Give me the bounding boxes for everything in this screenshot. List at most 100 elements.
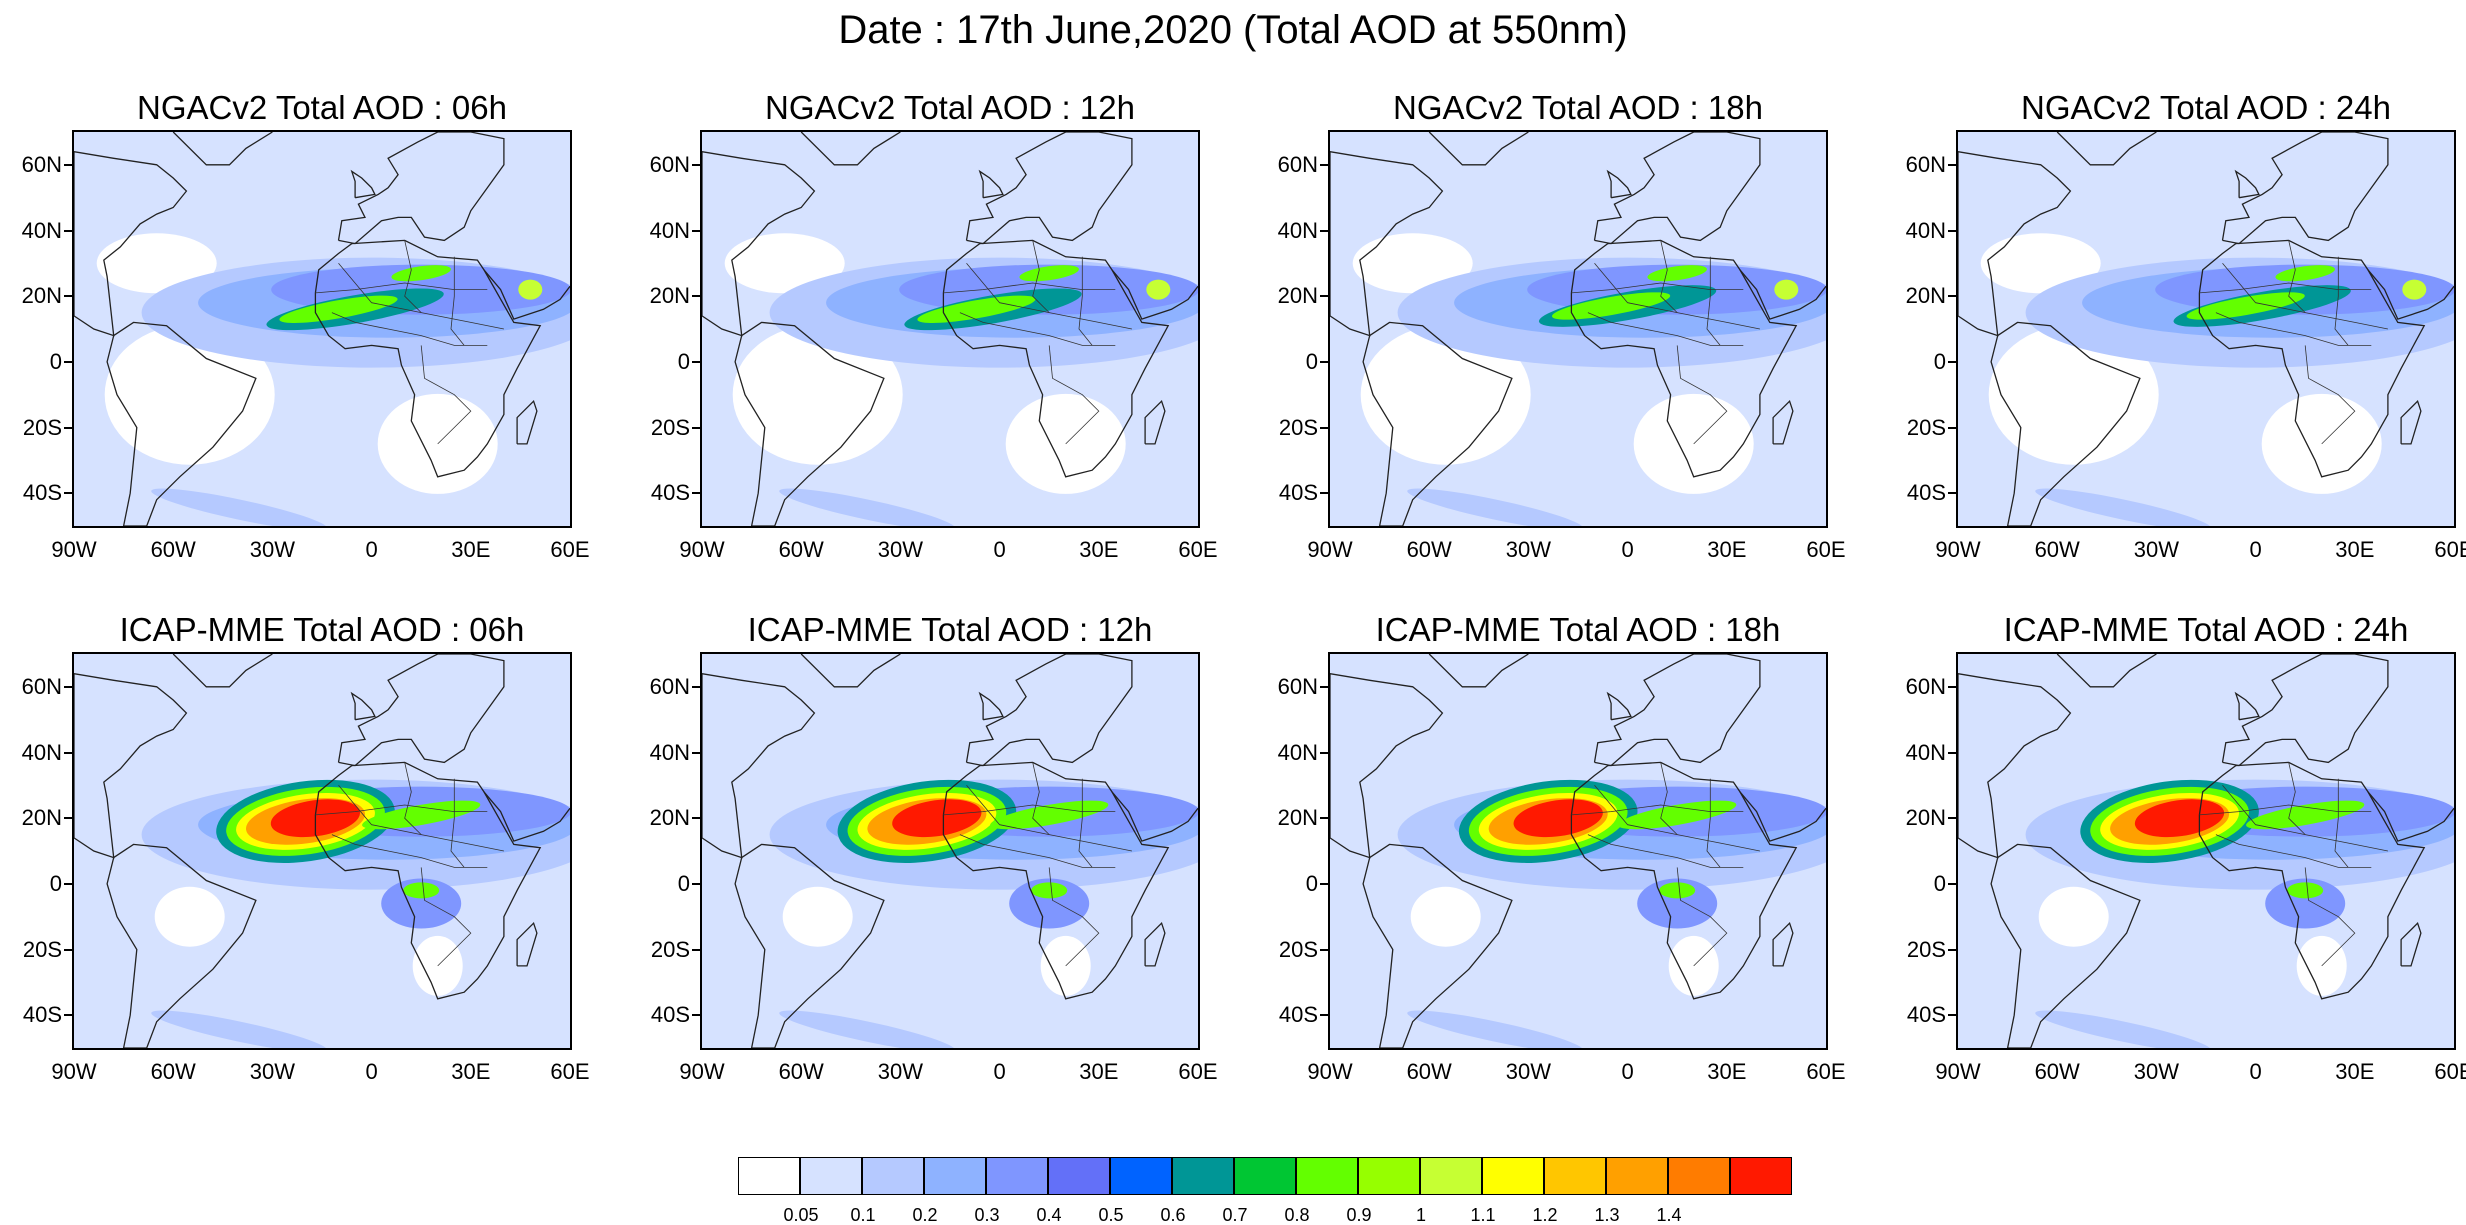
country-border bbox=[1032, 240, 1050, 313]
latitude-tick-label: 40N bbox=[649, 217, 690, 243]
colorbar-label: 1.4 bbox=[1656, 1205, 1682, 1225]
aod-contour bbox=[990, 800, 1109, 830]
longitude-tick-label: 60W bbox=[1406, 1059, 1452, 1084]
coastline bbox=[1330, 673, 1444, 859]
coastline bbox=[2221, 132, 2389, 245]
aod-contour bbox=[2402, 279, 2427, 300]
coastline bbox=[2400, 400, 2422, 445]
colorbar-swatch bbox=[862, 1157, 924, 1195]
aod-field bbox=[702, 654, 1198, 1048]
longitude-tick-label: 30W bbox=[2133, 1059, 2180, 1084]
longitude-tick-label: 30W bbox=[2133, 537, 2180, 562]
coastline bbox=[1772, 400, 1794, 445]
aod-contour bbox=[381, 878, 462, 929]
latitude-tick bbox=[1320, 426, 1328, 429]
latitude-tick bbox=[64, 360, 72, 363]
aod-map bbox=[1956, 130, 2456, 528]
latitude-tick bbox=[1948, 163, 1956, 166]
aod-contour bbox=[892, 799, 982, 838]
aod-contour bbox=[151, 1010, 328, 1048]
longitude-tick-label: 60E bbox=[1806, 537, 1846, 562]
country-border bbox=[2199, 282, 2372, 294]
longitude-tick-label: 0 bbox=[365, 1059, 378, 1084]
latitude-tick bbox=[692, 751, 700, 754]
latitude-tick bbox=[1948, 817, 1956, 820]
panel-title: ICAP-MME Total AOD : 18h bbox=[1375, 611, 1781, 648]
colorbar-label: 0.3 bbox=[974, 1205, 1000, 1225]
country-border bbox=[1706, 778, 1721, 868]
coastline bbox=[2198, 761, 2426, 1000]
latitude-tick bbox=[64, 1014, 72, 1017]
aod-contour bbox=[1407, 488, 1584, 526]
longitude-tick-label: 60W bbox=[778, 537, 824, 562]
coastline bbox=[965, 654, 1133, 767]
longitude-tick-label: 60E bbox=[550, 1059, 590, 1084]
longitude-tick-label: 60E bbox=[2434, 1059, 2466, 1084]
longitude-tick-label: 0 bbox=[993, 1059, 1006, 1084]
aod-map bbox=[72, 130, 572, 528]
latitude-tick bbox=[1320, 1014, 1328, 1017]
colorbar-label: 0.8 bbox=[1284, 1205, 1310, 1225]
latitude-tick-label: 60N bbox=[649, 673, 690, 699]
coastline bbox=[106, 843, 257, 1048]
panel-title: ICAP-MME Total AOD : 24h bbox=[2003, 611, 2409, 648]
coastline bbox=[2056, 132, 2157, 166]
coastline bbox=[1739, 791, 1826, 842]
colorbar-label: 1.2 bbox=[1532, 1205, 1558, 1225]
country-border bbox=[1660, 762, 1678, 835]
coastline bbox=[1606, 169, 1632, 199]
coastline bbox=[483, 269, 570, 320]
latitude-tick-label: 60N bbox=[21, 673, 62, 699]
aod-map bbox=[1328, 130, 1828, 528]
aod-contour bbox=[779, 1010, 956, 1048]
latitude-tick bbox=[64, 948, 72, 951]
longitude-tick-label: 30E bbox=[1079, 1059, 1119, 1084]
latitude-tick-label: 40S bbox=[1906, 480, 1946, 506]
latitude-tick-label: 20N bbox=[1905, 805, 1946, 831]
aod-contour bbox=[1659, 882, 1696, 899]
coastline bbox=[1593, 654, 1761, 767]
longitude-tick-label: 0 bbox=[1621, 1059, 1634, 1084]
longitude-tick-label: 90W bbox=[1935, 1059, 1981, 1084]
country-border bbox=[2288, 240, 2306, 313]
aod-field bbox=[1958, 132, 2454, 526]
coastline bbox=[942, 761, 1170, 1000]
country-border bbox=[1676, 345, 1728, 445]
aod-contour bbox=[1647, 265, 1707, 282]
colorbar-swatch bbox=[1606, 1157, 1668, 1195]
latitude-tick bbox=[1320, 295, 1328, 298]
latitude-tick bbox=[64, 163, 72, 166]
colorbar-label: 0.7 bbox=[1222, 1205, 1248, 1225]
latitude-tick-label: 60N bbox=[1905, 673, 1946, 699]
aod-contour bbox=[1774, 279, 1799, 300]
country-border bbox=[959, 312, 1116, 346]
low-aod-patch bbox=[732, 324, 903, 465]
latitude-tick bbox=[64, 751, 72, 754]
map-panel: ICAP-MME Total AOD : 24h 60N 40N 20N 0 20S 40S… bbox=[1884, 610, 2466, 1130]
coastline bbox=[516, 922, 538, 967]
colorbar-swatch bbox=[1172, 1157, 1234, 1195]
aod-contour bbox=[2246, 800, 2365, 830]
aod-map bbox=[1956, 652, 2456, 1050]
longitude-tick-label: 0 bbox=[2249, 537, 2262, 562]
aod-contour bbox=[362, 800, 481, 830]
latitude-tick bbox=[64, 426, 72, 429]
coastline bbox=[2400, 922, 2422, 967]
coastline bbox=[1990, 843, 2141, 1048]
latitude-tick bbox=[692, 882, 700, 885]
longitude-tick-label: 0 bbox=[993, 537, 1006, 562]
country-border bbox=[404, 240, 422, 313]
latitude-tick-label: 40S bbox=[650, 480, 690, 506]
colorbar-swatch bbox=[1668, 1157, 1730, 1195]
aod-contour bbox=[2265, 878, 2346, 929]
country-border bbox=[2199, 804, 2372, 816]
coastline bbox=[74, 673, 188, 859]
longitude-tick-label: 0 bbox=[365, 537, 378, 562]
coastline bbox=[1111, 269, 1198, 320]
aod-field bbox=[1330, 654, 1826, 1048]
aod-contour bbox=[2275, 265, 2335, 282]
latitude-tick bbox=[64, 882, 72, 885]
longitude-tick-label: 30E bbox=[1707, 1059, 1747, 1084]
latitude-tick-label: 20N bbox=[649, 283, 690, 309]
longitude-tick-label: 60E bbox=[1178, 537, 1218, 562]
